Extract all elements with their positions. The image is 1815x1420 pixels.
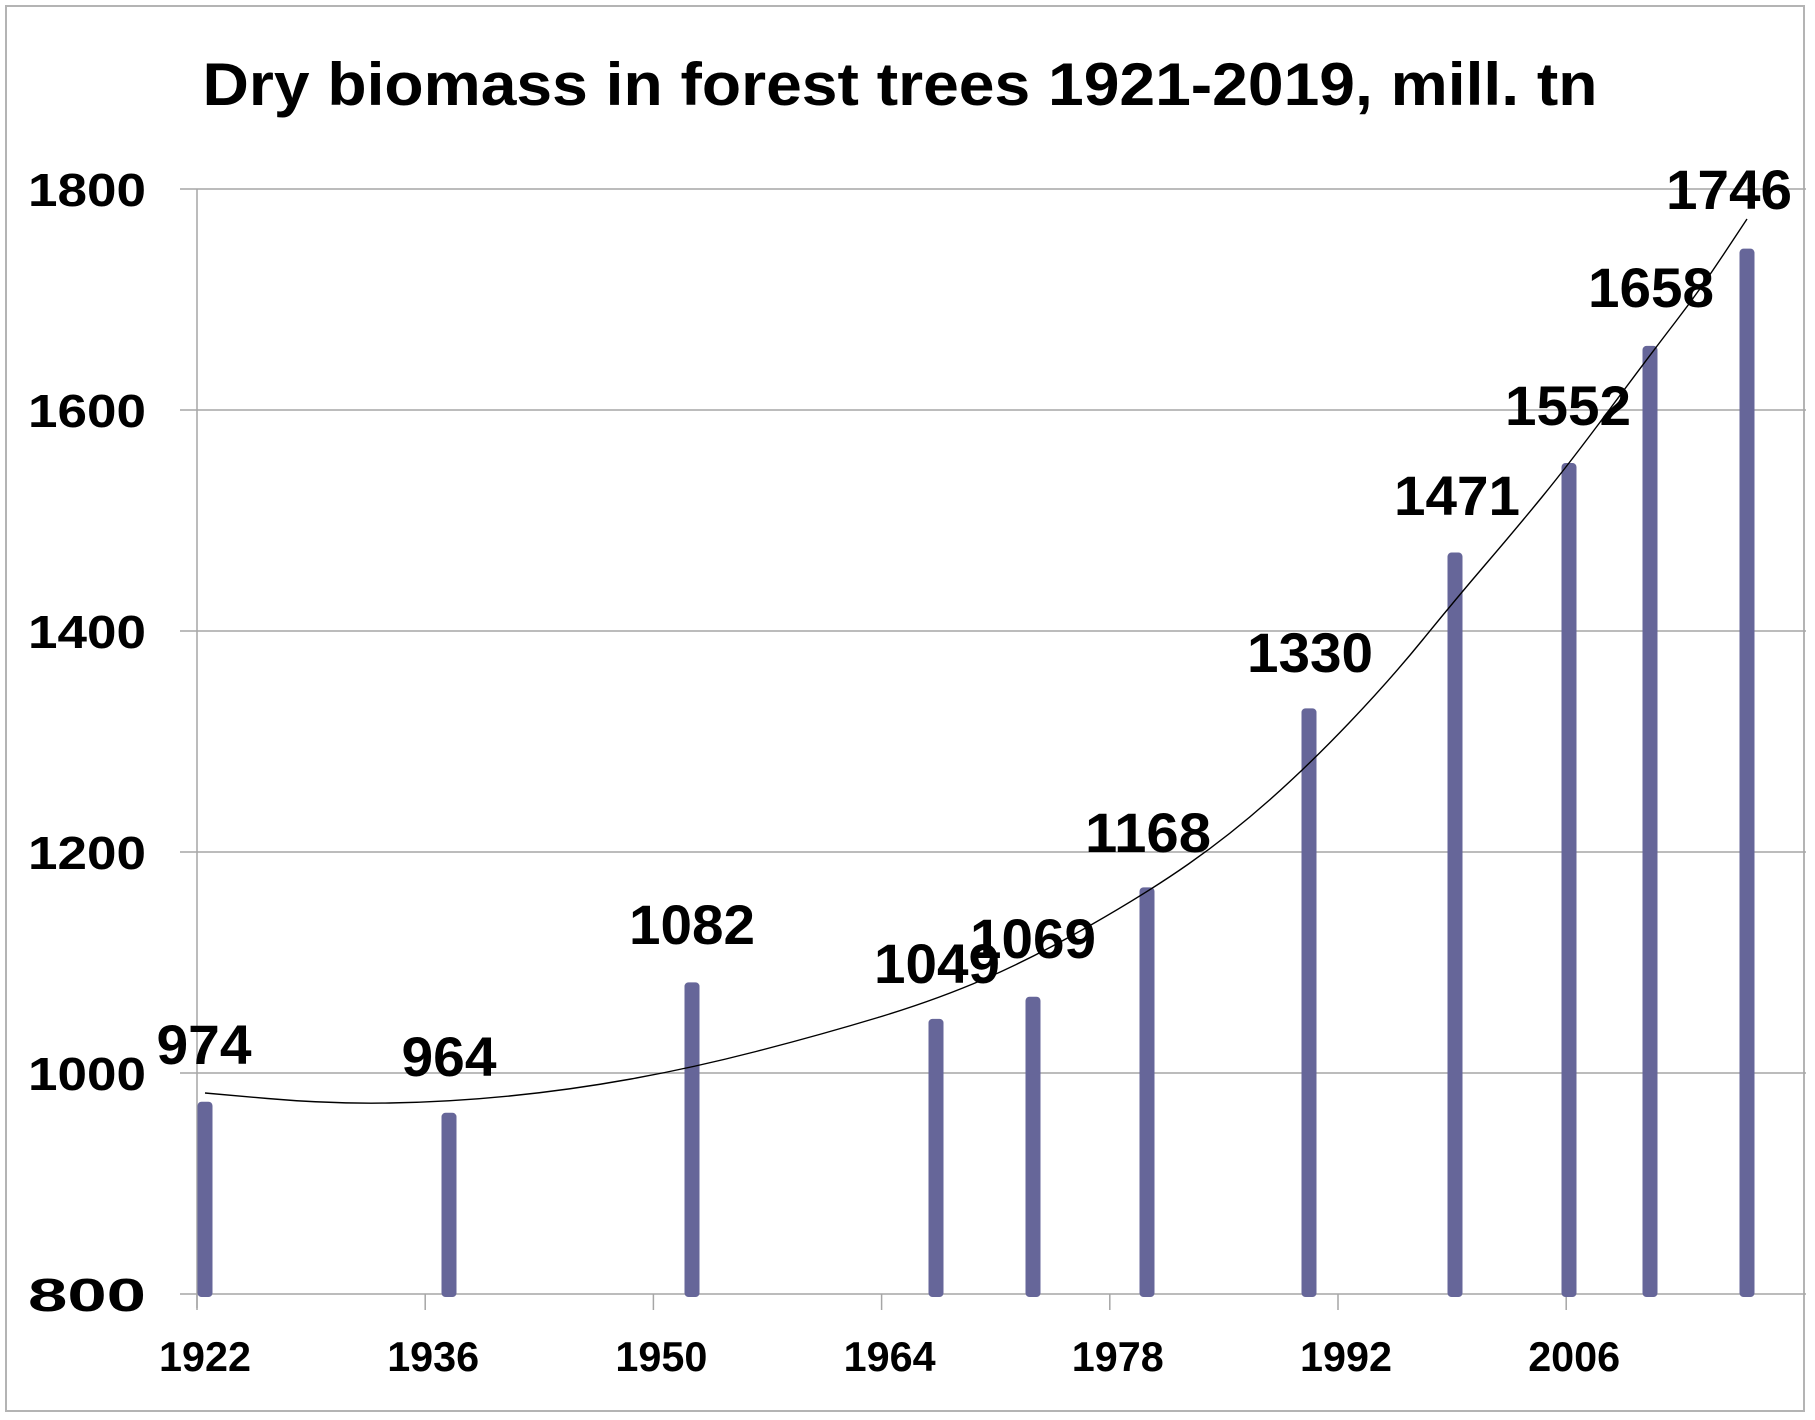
y-tick-label: 1600 <box>28 385 146 437</box>
bar-1471 <box>1447 552 1463 1297</box>
bar-series <box>197 248 1755 1297</box>
data-label: 974 <box>157 1013 252 1076</box>
bar-974 <box>197 1101 213 1297</box>
data-label: 1330 <box>1247 621 1373 684</box>
data-label: 1082 <box>629 893 755 956</box>
data-label: 1552 <box>1505 374 1631 437</box>
bar-1082 <box>684 982 700 1297</box>
bar-1049 <box>928 1018 944 1297</box>
data-label: 1069 <box>970 907 1096 970</box>
y-tick-label: 1800 <box>28 164 146 216</box>
data-label: 1471 <box>1394 464 1520 527</box>
bar-1330 <box>1301 708 1317 1297</box>
bar-1168 <box>1139 887 1155 1297</box>
y-tick-label: 800 <box>28 1269 146 1321</box>
x-tick-label: 1950 <box>615 1333 707 1380</box>
data-label: 1746 <box>1666 158 1792 221</box>
data-label: 1658 <box>1588 256 1714 319</box>
bar-1552 <box>1561 463 1577 1297</box>
bar-1746 <box>1739 248 1755 1297</box>
y-tick-label: 1000 <box>28 1048 146 1100</box>
trendline <box>204 218 1748 1104</box>
chart-title: Dry biomass in forest trees 1921-2019, m… <box>203 51 1598 118</box>
chart-frame <box>5 5 1805 1412</box>
x-tick-label: 1936 <box>387 1333 479 1380</box>
trendline-path <box>204 218 1748 1104</box>
x-tick-label: 1922 <box>159 1333 251 1380</box>
y-tick-label: 1200 <box>28 827 146 879</box>
x-axis: 1922 1936 1950 1964 1978 1992 2006 <box>159 1294 1620 1380</box>
bar-1658 <box>1642 345 1658 1297</box>
y-axis: 800 1000 1200 1400 1600 1800 <box>28 164 198 1321</box>
x-tick-label: 1992 <box>1300 1333 1392 1380</box>
x-tick-label: 1978 <box>1072 1333 1164 1380</box>
data-label: 964 <box>402 1025 497 1088</box>
bar-964 <box>441 1112 457 1297</box>
x-tick-label: 1964 <box>844 1333 937 1380</box>
y-tick-label: 1400 <box>28 606 146 658</box>
data-label: 1168 <box>1085 801 1211 864</box>
data-label: 1049 <box>874 932 1000 995</box>
x-tick-label: 2006 <box>1528 1333 1620 1380</box>
bar-1069 <box>1025 996 1041 1297</box>
